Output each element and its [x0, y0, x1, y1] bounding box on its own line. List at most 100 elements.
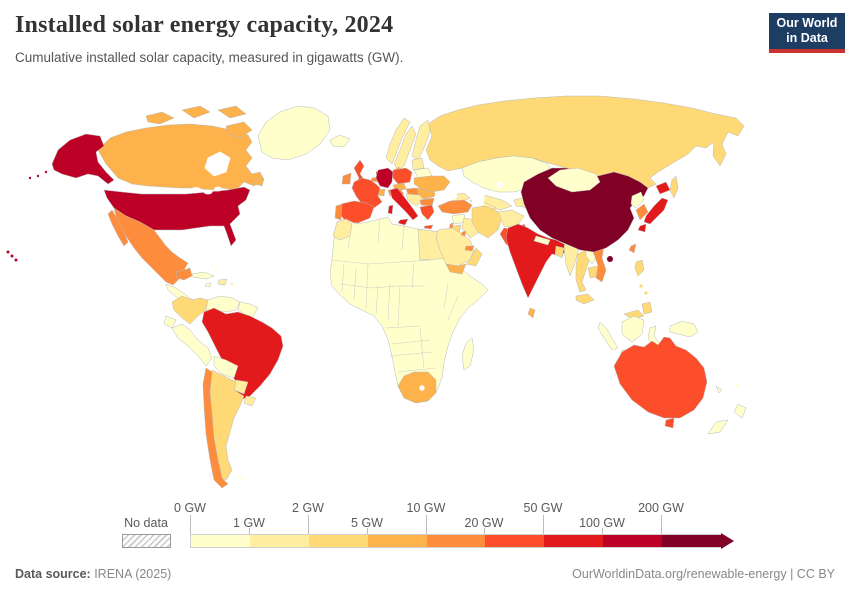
country-chile[interactable] — [202, 367, 229, 489]
country-canada-islands[interactable] — [217, 105, 247, 119]
country-germany[interactable] — [375, 167, 394, 189]
country-canada-islands[interactable] — [145, 111, 175, 125]
legend-band[interactable] — [191, 535, 250, 547]
legend-band[interactable] — [426, 535, 486, 547]
country-australia[interactable] — [613, 336, 708, 419]
country-mongolia[interactable] — [547, 167, 601, 193]
country-bahamas[interactable] — [210, 264, 214, 268]
country-puerto-rico[interactable] — [230, 282, 234, 286]
country-ecuador[interactable] — [163, 315, 177, 329]
country-indonesia-borneo[interactable] — [621, 315, 645, 343]
country-finland[interactable] — [411, 119, 431, 161]
country-bahamas[interactable] — [214, 268, 218, 272]
country-hispaniola[interactable] — [217, 278, 228, 286]
country-philippines-mindanao[interactable] — [641, 301, 653, 315]
country-canada-baffin[interactable] — [225, 121, 253, 139]
country-united-states-alaska[interactable] — [51, 133, 115, 185]
footer-link[interactable]: OurWorldinData.org/renewable-energy | CC… — [572, 567, 835, 581]
country-philippines[interactable] — [639, 284, 643, 288]
country-bolivia[interactable] — [213, 355, 239, 379]
country-bangladesh[interactable] — [554, 245, 565, 259]
country-yemen[interactable] — [445, 263, 467, 275]
country-new-zealand-south[interactable] — [707, 419, 729, 435]
country-fiji[interactable] — [735, 383, 739, 387]
country-hungary[interactable] — [405, 187, 420, 196]
country-india[interactable] — [505, 223, 569, 299]
country-ukraine[interactable] — [413, 175, 451, 193]
country-portugal[interactable] — [334, 203, 343, 221]
legend-band[interactable] — [603, 535, 663, 547]
great-lakes — [190, 187, 202, 193]
country-turkey[interactable] — [437, 199, 473, 215]
country-russia-sakhalin[interactable] — [669, 175, 679, 199]
legend-band[interactable] — [367, 535, 427, 547]
country-baltic-states[interactable] — [411, 157, 425, 171]
aral-sea — [496, 181, 504, 189]
country-philippines-luzon[interactable] — [634, 259, 645, 277]
country-mexico-yucatan[interactable] — [175, 267, 193, 281]
country-ireland[interactable] — [341, 172, 352, 185]
country-sri-lanka[interactable] — [527, 307, 536, 319]
country-jamaica[interactable] — [204, 282, 212, 288]
country-kuwait[interactable] — [460, 230, 467, 237]
country-papua-new-guinea[interactable] — [669, 320, 699, 338]
country-malaysia-borneo[interactable] — [623, 309, 645, 320]
country-norway[interactable] — [385, 117, 411, 165]
country-south-korea[interactable] — [635, 203, 649, 221]
country-mexico-baja[interactable] — [107, 209, 129, 247]
country-new-zealand-north[interactable] — [733, 403, 747, 419]
country-spain[interactable] — [339, 200, 375, 224]
country-canada-islands[interactable] — [181, 105, 211, 119]
country-italy[interactable] — [389, 187, 419, 221]
country-peru[interactable] — [171, 323, 213, 367]
country-new-caledonia[interactable] — [715, 385, 723, 394]
country-japan-kyushu[interactable] — [637, 223, 647, 233]
country-malaysia[interactable] — [575, 293, 595, 305]
country-north-korea[interactable] — [630, 191, 645, 209]
data-source: Data source: IRENA (2025) — [15, 567, 171, 581]
country-france[interactable] — [351, 177, 383, 209]
legend-band[interactable] — [662, 535, 722, 547]
legend-band[interactable] — [544, 535, 604, 547]
country-south-africa[interactable] — [397, 371, 437, 404]
country-cuba[interactable] — [191, 271, 215, 280]
aleutian-islands[interactable] — [28, 176, 32, 180]
country-australia-tasmania[interactable] — [664, 417, 675, 429]
country-morocco[interactable] — [332, 218, 353, 241]
country-poland[interactable] — [392, 167, 413, 185]
hawaii[interactable] — [6, 250, 10, 254]
hawaii[interactable] — [14, 258, 18, 262]
country-italy-sardinia[interactable] — [387, 204, 394, 215]
legend-band[interactable] — [249, 535, 309, 547]
country-afghanistan[interactable] — [497, 209, 525, 229]
country-japan-honshu[interactable] — [643, 197, 669, 225]
country-japan-hokkaido[interactable] — [655, 181, 671, 195]
country-united-arab-emirates[interactable] — [464, 245, 475, 252]
country-iran[interactable] — [471, 205, 503, 239]
country-brazil[interactable] — [201, 307, 284, 400]
country-italy-sicily[interactable] — [397, 218, 409, 226]
aleutian-islands[interactable] — [36, 174, 40, 178]
country-canada-newfoundland[interactable] — [253, 177, 265, 187]
hawaii[interactable] — [10, 254, 14, 258]
country-oman[interactable] — [465, 247, 483, 267]
no-data-swatch[interactable] — [122, 534, 171, 548]
legend-band[interactable] — [308, 535, 368, 547]
owid-logo[interactable]: Our World in Data — [769, 13, 845, 53]
country-madagascar[interactable] — [461, 337, 475, 371]
country-iceland[interactable] — [329, 134, 351, 148]
country-sweden[interactable] — [393, 125, 417, 171]
country-falkland-islands[interactable] — [240, 476, 244, 480]
country-china-hainan[interactable] — [607, 256, 613, 262]
country-taiwan[interactable] — [628, 243, 637, 254]
country-philippines[interactable] — [644, 291, 648, 295]
legend-band[interactable] — [485, 535, 545, 547]
legend-tick — [249, 528, 250, 534]
country-greece-crete[interactable] — [423, 224, 434, 230]
country-nepal[interactable] — [533, 235, 551, 246]
aleutian-islands[interactable] — [44, 170, 48, 174]
country-uruguay[interactable] — [243, 395, 257, 407]
country-indonesia-sumatra[interactable] — [597, 321, 619, 351]
country-greenland[interactable] — [257, 105, 331, 161]
country-greece[interactable] — [419, 204, 435, 221]
